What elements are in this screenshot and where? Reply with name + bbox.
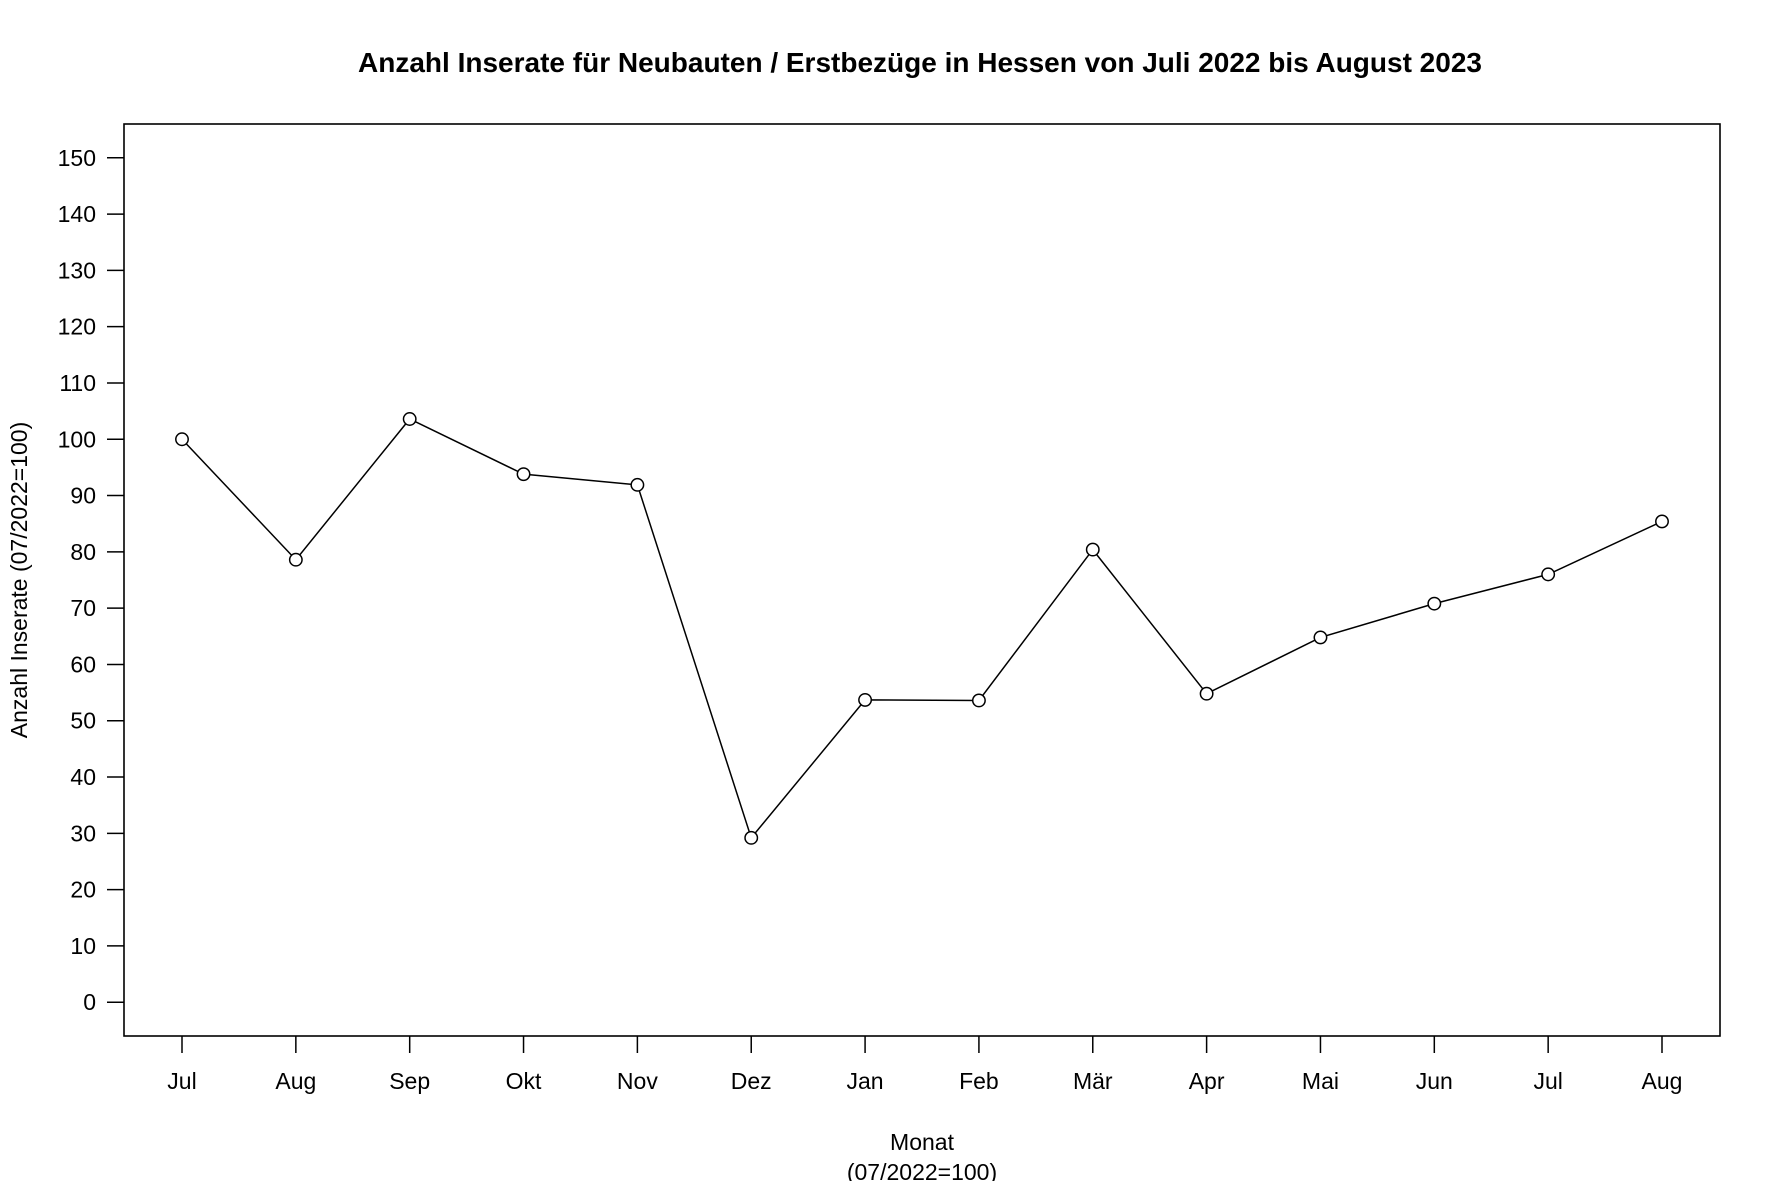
y-tick-label: 70 — [70, 595, 96, 621]
data-point — [1313, 630, 1328, 645]
y-tick-label: 90 — [70, 483, 96, 509]
data-point — [858, 692, 873, 707]
x-tick-label: Aug — [275, 1068, 316, 1094]
x-tick-label: Sep — [389, 1068, 430, 1094]
data-point — [1655, 514, 1669, 529]
y-tick-label: 40 — [70, 764, 96, 790]
data-point — [1199, 686, 1214, 701]
x-axis-label-unit: (07/2022=100) — [847, 1159, 997, 1181]
data-point — [630, 477, 645, 492]
data-point — [971, 693, 986, 708]
x-tick-label: Jul — [1533, 1068, 1562, 1094]
x-axis: Jul Aug Sep Okt Nov Dez Jan Feb Mär Apr Mai Jun Jul A… — [167, 1036, 1682, 1094]
x-tick-label: Dez — [731, 1068, 772, 1094]
series-line — [181, 418, 1663, 840]
x-tick-label: Jan — [847, 1068, 884, 1094]
y-axis-label: Anzahl Inserate (07/2022=100) — [6, 422, 32, 738]
data-point — [744, 830, 759, 845]
y-tick-label: 60 — [70, 651, 96, 677]
y-axis: 0 10 20 30 40 50 60 70 80 90 100 110 120 130 140 150 — [58, 145, 124, 1015]
x-tick-label: Apr — [1189, 1068, 1225, 1094]
data-point — [1085, 542, 1100, 557]
x-tick-label: Nov — [617, 1068, 658, 1094]
chart-title: Anzahl Inserate für Neubauten / Erstbezü… — [358, 47, 1482, 78]
y-tick-label: 100 — [58, 426, 96, 452]
data-point — [175, 432, 189, 447]
series-markers — [175, 412, 1669, 845]
y-tick-label: 20 — [70, 877, 96, 903]
y-tick-label: 50 — [70, 708, 96, 734]
x-tick-label: Aug — [1642, 1068, 1683, 1094]
x-tick-label: Mär — [1073, 1068, 1113, 1094]
data-point — [1541, 567, 1556, 582]
y-tick-label: 110 — [59, 370, 96, 396]
x-tick-label: Okt — [506, 1068, 542, 1094]
x-tick-label: Mai — [1302, 1068, 1339, 1094]
x-tick-label: Jul — [167, 1068, 196, 1094]
data-point — [516, 467, 531, 482]
data-point — [288, 552, 303, 567]
y-tick-label: 80 — [70, 539, 96, 565]
y-tick-label: 140 — [58, 201, 96, 227]
y-tick-label: 130 — [58, 257, 96, 283]
y-tick-label: 0 — [83, 989, 96, 1015]
y-tick-label: 120 — [58, 314, 96, 340]
y-tick-label: 30 — [70, 820, 96, 846]
plot-frame — [123, 123, 1721, 1037]
x-axis-label: Monat — [890, 1129, 955, 1155]
x-tick-label: Jun — [1416, 1068, 1453, 1094]
data-point — [402, 412, 417, 426]
y-tick-label: 10 — [70, 933, 96, 959]
x-tick-label: Feb — [959, 1068, 999, 1094]
y-tick-label: 150 — [58, 145, 96, 171]
data-point — [1427, 596, 1442, 611]
